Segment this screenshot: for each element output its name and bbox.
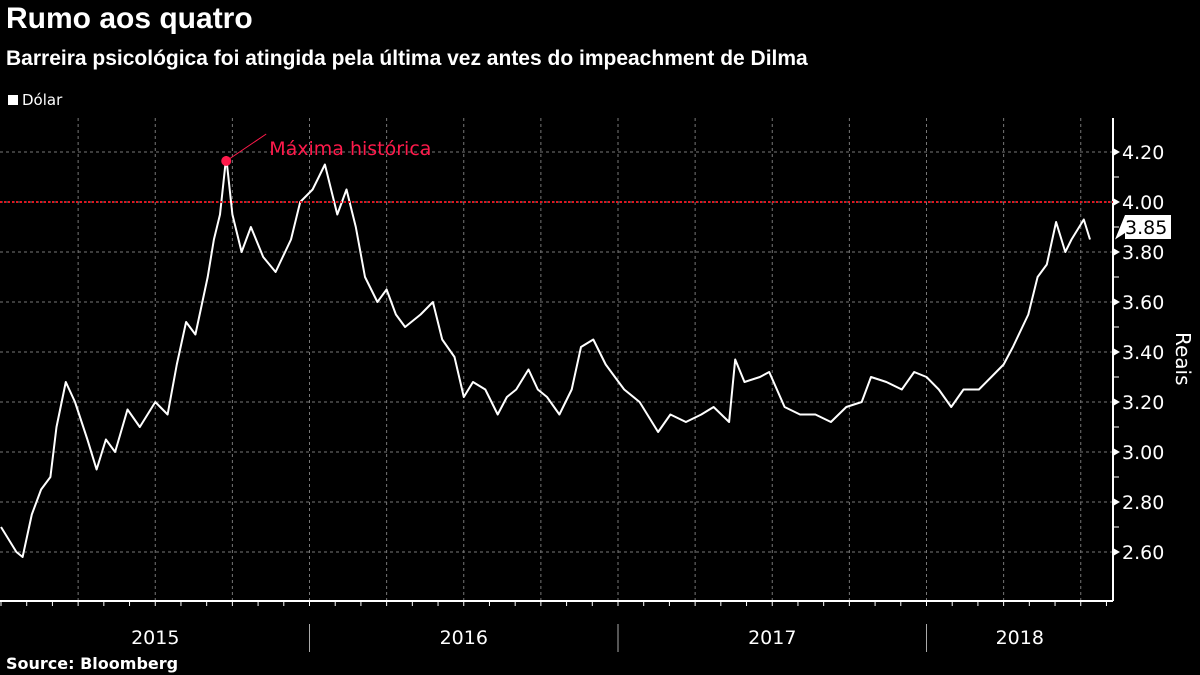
annotation-label: Máxima histórica <box>269 138 431 160</box>
y-tick-marker <box>1113 498 1120 506</box>
y-tick-label: 3.80 <box>1122 242 1164 264</box>
y-tick-marker <box>1113 298 1120 306</box>
chart-title: Rumo aos quatro <box>6 2 253 35</box>
y-tick-marker <box>1113 248 1120 256</box>
y-tick-marker <box>1113 148 1120 156</box>
legend: Dólar <box>8 91 62 109</box>
y-tick-label: 2.80 <box>1122 492 1164 514</box>
y-tick-marker <box>1113 448 1120 456</box>
y-tick-marker <box>1113 548 1120 556</box>
x-year-label: 2017 <box>748 627 796 649</box>
x-year-label: 2018 <box>996 627 1044 649</box>
y-tick-label: 3.60 <box>1122 292 1164 314</box>
last-value-tag: 3.85 <box>1115 215 1171 240</box>
source-note: Source: Bloomberg <box>6 654 179 673</box>
y-tick-label: 4.20 <box>1122 142 1164 164</box>
y-tick-label: 2.60 <box>1122 542 1164 564</box>
y-tick-label: 3.20 <box>1122 392 1164 414</box>
y-tick-label: 4.00 <box>1122 192 1164 214</box>
y-tick-label: 3.00 <box>1122 442 1164 464</box>
legend-label: Dólar <box>22 91 63 109</box>
y-axis-label: Reais <box>1171 332 1195 386</box>
annotation-leader <box>225 133 267 162</box>
legend-swatch <box>8 95 18 105</box>
x-year-label: 2015 <box>131 627 179 649</box>
last-value-label: 3.85 <box>1125 217 1167 239</box>
y-tick-label: 3.40 <box>1122 342 1164 364</box>
y-tick-marker <box>1113 198 1120 206</box>
x-year-label: 2016 <box>440 627 488 649</box>
y-tick-marker <box>1113 398 1120 406</box>
series-line-dolar <box>0 156 1091 558</box>
annotation-dot <box>221 156 232 166</box>
chart-subtitle: Barreira psicológica foi atingida pela ú… <box>6 47 808 70</box>
y-tick-marker <box>1113 348 1120 356</box>
